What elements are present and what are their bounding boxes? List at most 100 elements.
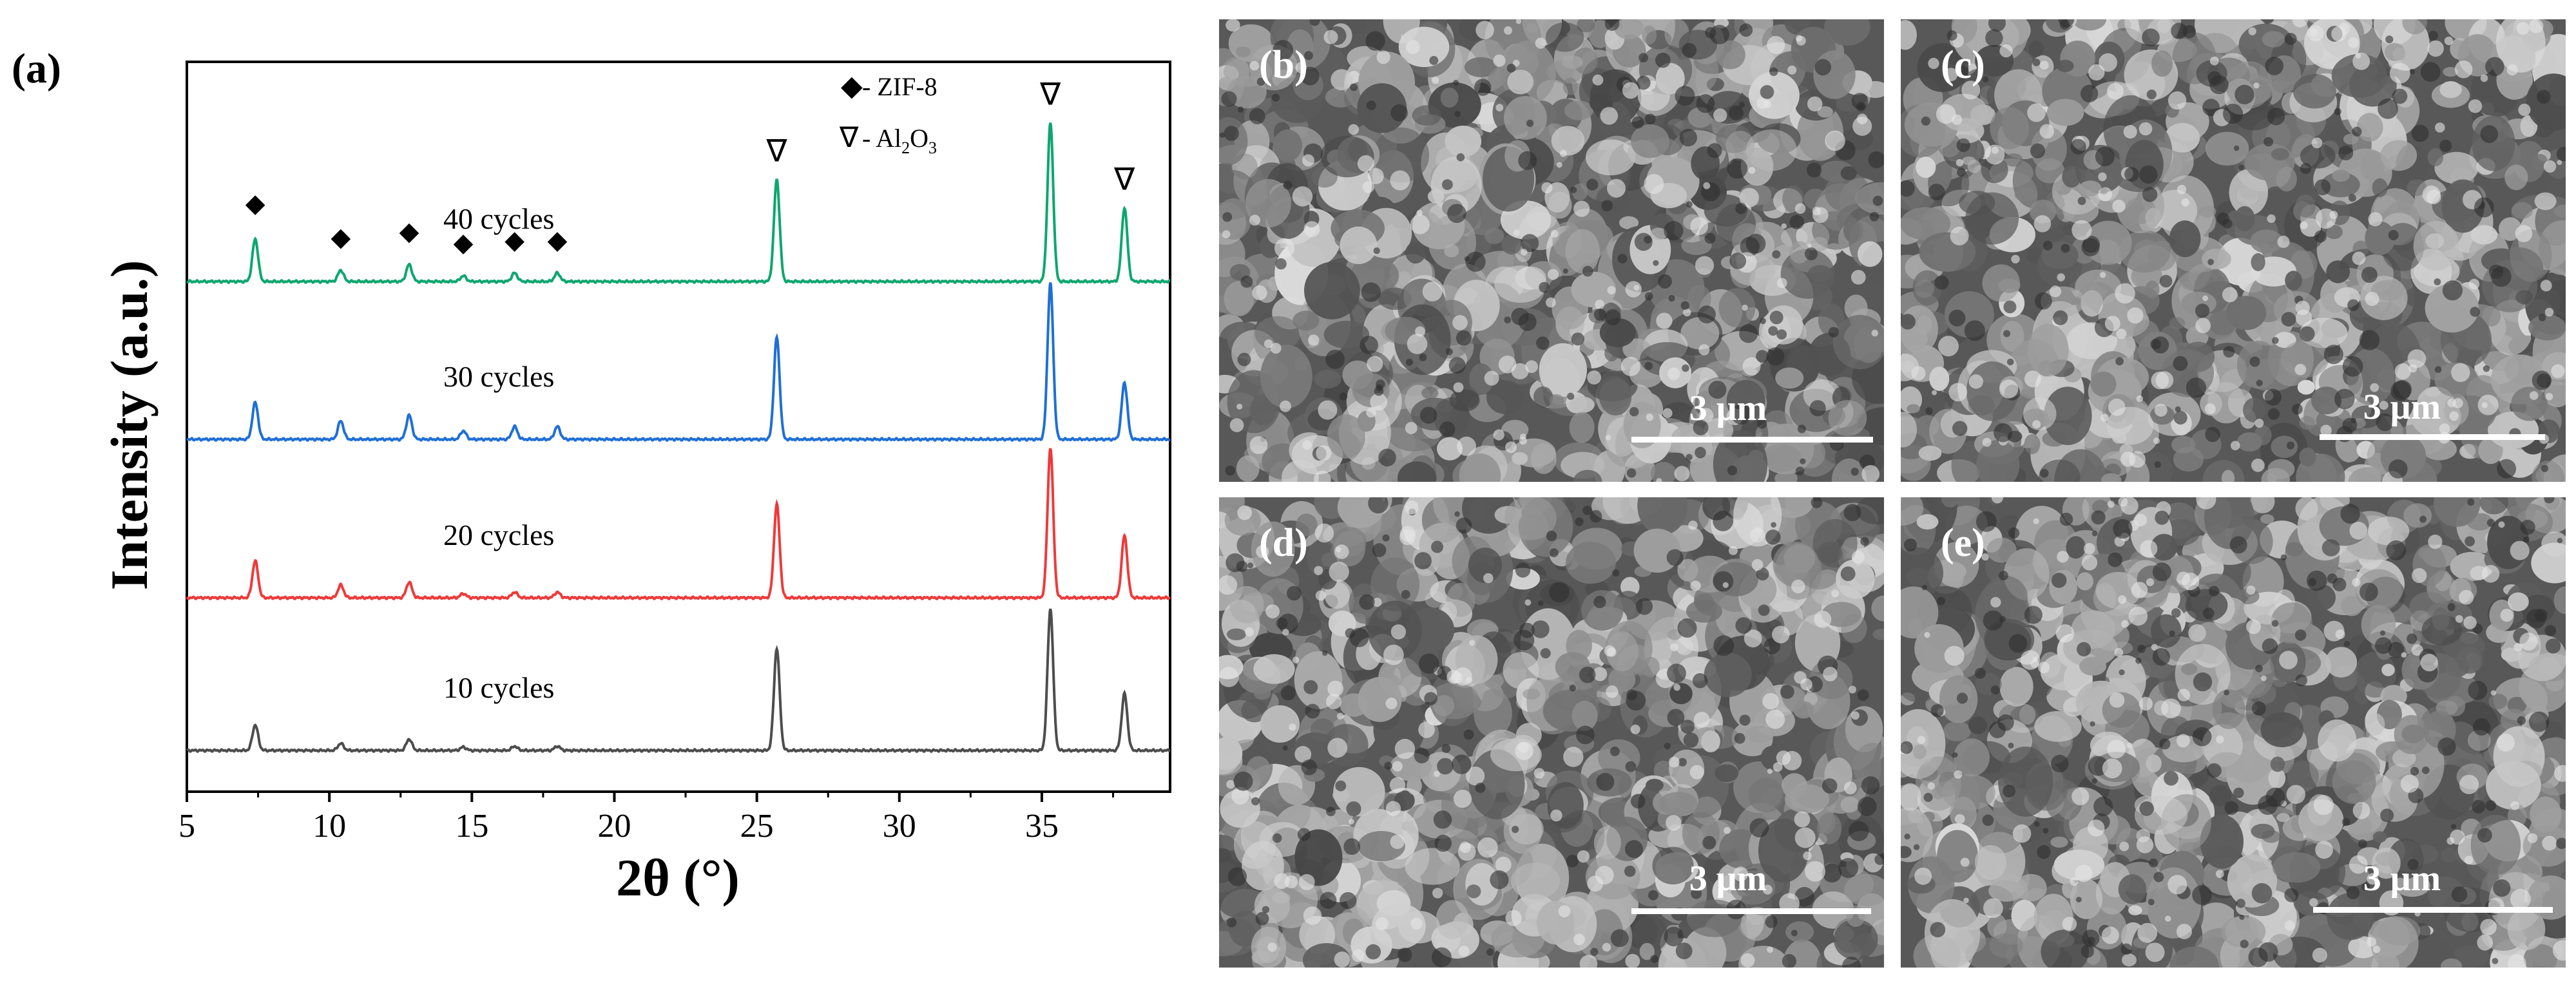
sem-grain [2544,381,2566,408]
sem-texture [1424,692,1437,705]
sem-texture [1336,712,1344,720]
sem-grain [2066,536,2086,559]
sem-texture [1728,105,1744,121]
sem-grain [2508,592,2529,611]
sem-grain [1748,778,1784,813]
sem-grain [2000,321,2024,352]
sem-texture [2131,582,2148,598]
sem-texture [2012,824,2032,843]
sem-grain [1681,236,1712,255]
sem-texture [1772,250,1781,259]
sem-texture [1515,741,1533,760]
sem-texture [2152,562,2171,582]
x-tick-label: 20 [597,808,631,845]
sem-texture [2355,53,2361,59]
sem-grain [1304,262,1360,320]
sem-texture [1329,561,1349,582]
sem-grain [1226,19,1240,32]
sem-texture [2544,625,2557,636]
sem-image-d [1219,497,1884,968]
sem-texture [1983,76,1989,82]
sem-texture [1366,100,1376,111]
sem-texture [2496,733,2515,752]
sem-texture [1456,330,1472,346]
sem-texture [2334,108,2341,115]
sem-texture [1928,57,1939,70]
sem-texture [1683,308,1691,317]
sem-texture [1370,393,1388,411]
sem-texture [1713,571,1734,592]
sem-texture [2488,264,2504,280]
sem-texture [2043,828,2049,834]
sem-texture [2352,251,2366,265]
sem-texture [2154,461,2161,468]
sem-texture [1776,329,1787,340]
sem-texture [2407,349,2427,368]
sem-texture [1982,437,1992,447]
zif8-peak-marker: ◆ [454,228,474,258]
sem-texture [1399,529,1416,546]
sem-texture [1405,500,1419,515]
sem-texture [2159,738,2171,750]
zif8-peak-marker: ◆ [245,189,265,218]
sem-texture [2236,899,2245,908]
sem-texture [2480,919,2497,935]
sem-grain [2229,169,2268,216]
sem-texture [2486,519,2495,527]
sem-texture [1760,85,1774,99]
sem-texture [2348,37,2359,48]
sem-grain [2046,99,2084,126]
sem-grain [1642,25,1657,45]
sem-texture [2081,944,2094,958]
sem-texture [1579,666,1596,683]
sem-texture [2352,126,2362,137]
sem-grain [2221,915,2266,948]
panel-b-label: (b) [1259,43,1308,87]
sem-grain [1606,631,1639,671]
sem-texture [2515,225,2533,242]
sem-texture [2202,295,2208,301]
sem-grain [1273,129,1302,162]
sem-texture [2098,187,2113,202]
sem-texture [2472,799,2486,814]
sem-grain [2361,605,2396,645]
sem-texture [1874,854,1884,865]
sem-texture [1722,582,1729,588]
sem-image-c [1901,19,2566,482]
sem-texture [1484,370,1499,386]
sem-texture [2295,300,2310,316]
sem-texture [1688,520,1698,530]
sem-texture [2205,426,2220,443]
sem-grain [2039,459,2081,482]
sem-texture [1532,620,1550,638]
sem-texture [1280,400,1291,412]
sem-grain [1639,942,1655,960]
al2o3-peak-marker: ∇ [1113,162,1135,198]
sem-texture [1656,312,1673,329]
sem-grain [2365,712,2385,736]
sem-texture [1512,826,1519,834]
sem-texture [1469,640,1475,646]
panel-c-label: (c) [1941,43,1985,87]
sem-grain [1983,575,2028,619]
sem-texture [1625,761,1637,772]
sem-texture [2544,497,2555,504]
sem-grain [1604,345,1619,362]
sem-texture [2281,312,2296,327]
sem-texture [2388,642,2405,658]
sem-texture [1539,282,1550,293]
sem-texture [1630,724,1640,734]
sem-texture [1932,390,1937,396]
sem-grain [2394,715,2429,754]
sem-texture [2300,221,2308,229]
plot-frame [186,61,1171,793]
series-line-20-cycles [186,448,1171,601]
sem-texture [2378,98,2398,119]
sem-texture [2024,606,2043,624]
sem-texture [1956,158,1964,167]
sem-texture [2043,240,2053,251]
sem-grain [2343,133,2359,145]
sem-grain [1812,519,1858,568]
sem-grain [1631,124,1669,158]
sem-grain [2354,651,2396,698]
